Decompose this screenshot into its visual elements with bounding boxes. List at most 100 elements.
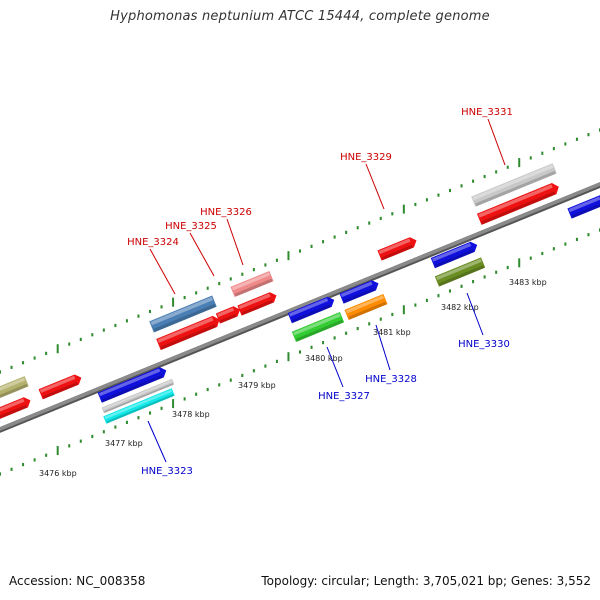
gene-label-HNE_3331: HNE_3331 xyxy=(461,107,513,118)
feature-steelblue-3324 xyxy=(149,295,217,333)
feature-steelblue-3324-shape xyxy=(149,295,217,333)
kbp-label-3478: 3478 kbp xyxy=(172,410,210,419)
feature-olive-3330-shade xyxy=(438,265,485,287)
feature-blue-3327a xyxy=(287,296,335,324)
feature-red-left-a-shape xyxy=(0,397,31,421)
feature-blue-right-shape xyxy=(567,195,600,219)
gene-label-HNE_3323: HNE_3323 xyxy=(141,466,193,477)
kbp-label-3482: 3482 kbp xyxy=(441,303,479,312)
leader-line-HNE_3326 xyxy=(226,218,244,266)
leader-line-HNE_3327 xyxy=(326,346,344,388)
feature-blue-3328a-shade xyxy=(343,287,376,304)
feature-pink-3326-shade xyxy=(234,278,273,297)
feature-pink-3326 xyxy=(230,270,274,298)
feature-blue-3322-shade xyxy=(101,374,163,403)
feature-green-3327-highlight xyxy=(293,313,341,336)
feature-grey-3331-shape xyxy=(471,163,557,207)
feature-red-left-b-shape xyxy=(38,374,82,400)
feature-blue-3327a-shade xyxy=(291,304,331,323)
feature-blue-3322-shape xyxy=(97,367,167,403)
feature-steelblue-3324-shade xyxy=(153,303,216,333)
accession-text: Accession: NC_008358 xyxy=(9,574,146,588)
leader-line-HNE_3324 xyxy=(149,248,176,295)
feature-green-3327 xyxy=(291,312,345,342)
feature-blue-right-highlight xyxy=(568,196,600,213)
feature-olive-left-highlight xyxy=(0,377,26,394)
feature-orange-3328-highlight xyxy=(345,295,385,314)
leader-line-HNE_3323 xyxy=(147,420,167,463)
feature-olive-3330 xyxy=(434,257,486,287)
feature-red-3325-shape xyxy=(215,306,241,324)
feature-pink-3326-highlight xyxy=(231,272,271,291)
feature-red-3326-shade xyxy=(241,299,274,316)
feature-olive-left-shade xyxy=(0,383,28,400)
feature-red-3324 xyxy=(156,315,220,351)
feature-red-3324-shape xyxy=(156,315,220,351)
feature-grey-3322-highlight xyxy=(103,380,173,410)
feature-red-left-b-highlight xyxy=(39,375,76,393)
gene-label-HNE_3328: HNE_3328 xyxy=(365,374,417,385)
feature-red-3325 xyxy=(215,306,241,324)
feature-cyan-3323 xyxy=(103,388,175,424)
feature-olive-3330-highlight xyxy=(436,258,482,280)
feature-red-3325-highlight xyxy=(217,307,235,318)
feature-grey-3322-shape xyxy=(101,378,175,414)
bottom-tick-track xyxy=(0,228,600,476)
feature-grey-3331-shade xyxy=(475,170,556,207)
feature-red-3329-highlight xyxy=(378,238,411,255)
feature-steelblue-3324-highlight xyxy=(150,296,214,326)
feature-grey-3331 xyxy=(471,163,557,207)
gene-label-HNE_3327: HNE_3327 xyxy=(318,391,370,402)
feature-red-3329-shade xyxy=(381,244,414,261)
feature-olive-left xyxy=(0,376,29,400)
feature-blue-3328a xyxy=(339,280,379,304)
feature-olive-left-shape xyxy=(0,376,29,400)
feature-red-left-a xyxy=(0,397,31,421)
feature-red-3331-shade xyxy=(481,191,556,225)
feature-red-3326 xyxy=(237,292,277,316)
feature-orange-3328-shape xyxy=(344,293,388,321)
feature-red-left-a-shade xyxy=(0,404,28,421)
feature-red-3329 xyxy=(377,237,417,261)
feature-red-3326-shape xyxy=(237,292,277,316)
leader-line-HNE_3328 xyxy=(375,324,391,371)
feature-blue-3328a-shape xyxy=(339,280,379,304)
feature-green-3327-shade xyxy=(295,319,344,342)
feature-red-3324-highlight xyxy=(157,317,214,343)
leader-line-HNE_3329 xyxy=(365,163,385,210)
feature-blue-3327a-shape xyxy=(287,296,335,324)
leader-line-HNE_3325 xyxy=(189,232,215,277)
kbp-label-3477: 3477 kbp xyxy=(105,439,143,448)
gene-label-HNE_3325: HNE_3325 xyxy=(165,221,217,232)
feature-blue-3330 xyxy=(430,241,478,269)
feature-red-3331-shape xyxy=(476,183,559,225)
feature-blue-3327a-highlight xyxy=(289,298,329,317)
feature-blue-3330-highlight xyxy=(432,243,472,262)
feature-red-3331 xyxy=(476,183,559,225)
kbp-label-3481: 3481 kbp xyxy=(373,328,411,337)
map-title: Hyphomonas neptunium ATCC 15444, complet… xyxy=(110,9,490,24)
gene-label-HNE_3329: HNE_3329 xyxy=(340,152,392,163)
kbp-label-3479: 3479 kbp xyxy=(238,381,276,390)
feature-red-left-b-shade xyxy=(42,382,78,400)
feature-blue-3330-shape xyxy=(430,241,478,269)
feature-orange-3328 xyxy=(344,293,388,321)
feature-red-left-a-highlight xyxy=(0,398,25,415)
leader-line-HNE_3331 xyxy=(487,118,506,166)
feature-cyan-3323-shade xyxy=(106,393,174,424)
feature-grey-3331-highlight xyxy=(472,164,554,201)
feature-blue-right-shade xyxy=(571,202,600,219)
feature-pink-3326-shape xyxy=(230,270,274,298)
genome-summary-text: Topology: circular; Length: 3,705,021 bp… xyxy=(261,574,591,588)
kbp-label-3483: 3483 kbp xyxy=(509,278,547,287)
gene-label-HNE_3330: HNE_3330 xyxy=(458,339,510,350)
feature-grey-3322 xyxy=(101,378,175,414)
feature-cyan-3323-highlight xyxy=(104,389,173,420)
feature-cyan-3323-shape xyxy=(103,388,175,424)
leader-line-HNE_3330 xyxy=(466,292,484,336)
feature-red-3331-highlight xyxy=(478,184,553,218)
feature-blue-right xyxy=(567,195,600,219)
feature-blue-3328a-highlight xyxy=(340,281,373,298)
feature-olive-3330-shape xyxy=(434,257,486,287)
